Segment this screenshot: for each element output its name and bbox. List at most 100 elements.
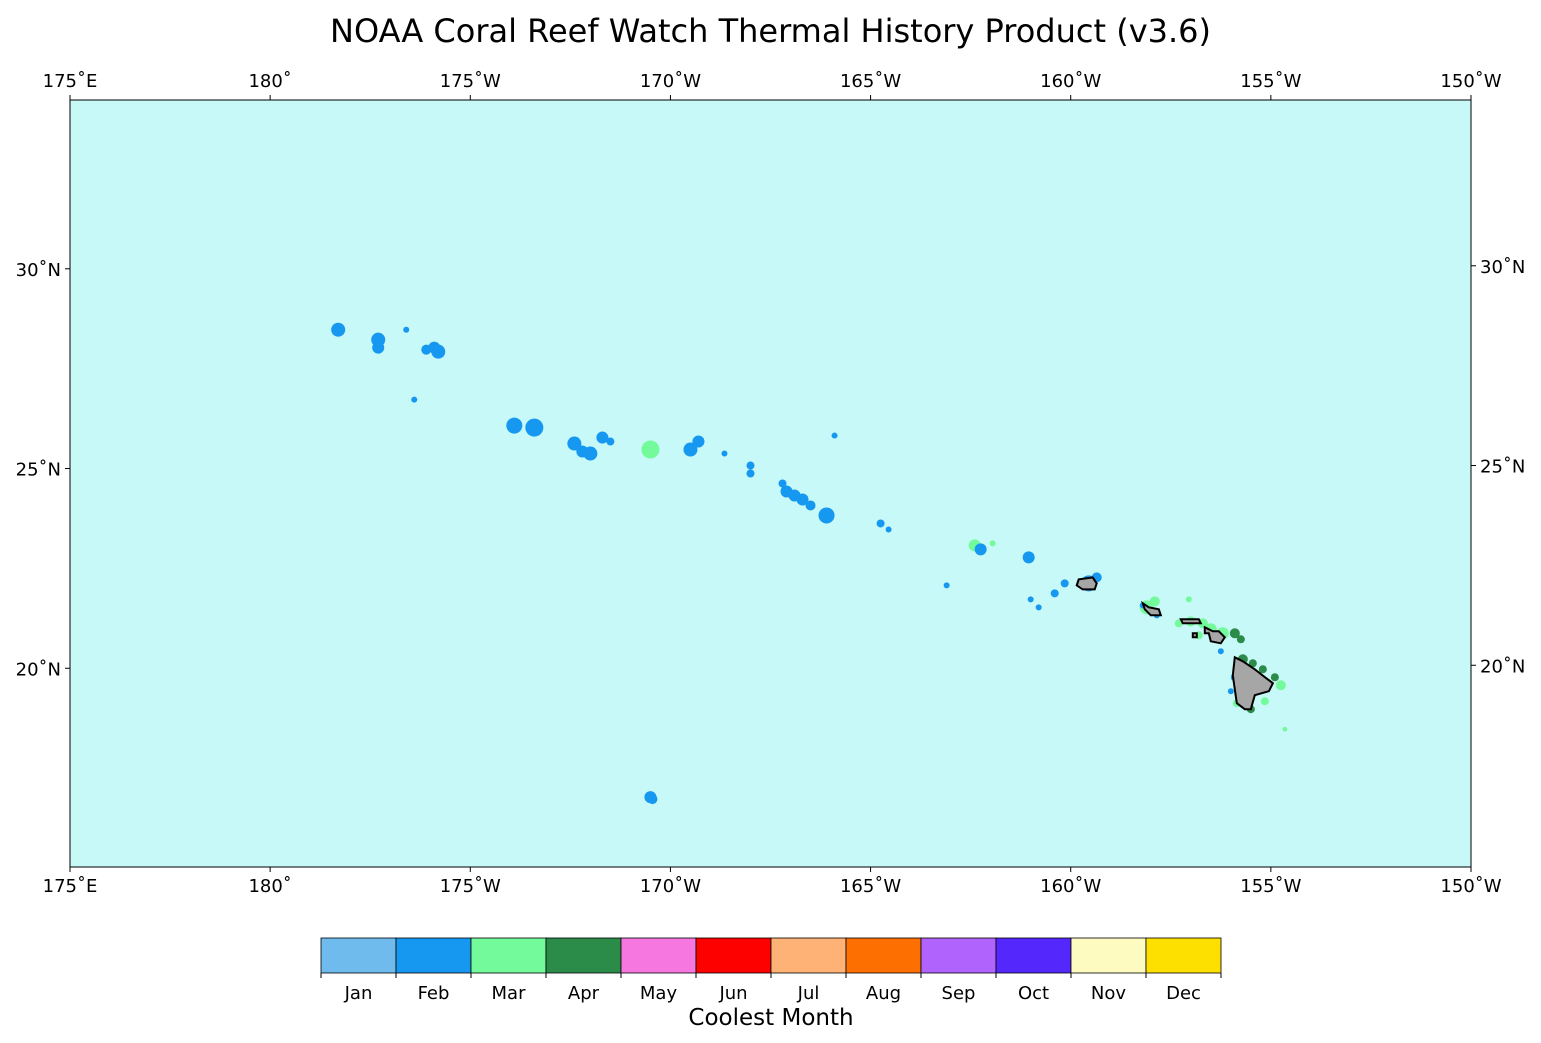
- top-lon-label: 170˚W: [640, 71, 701, 92]
- island-molokai: [1179, 618, 1203, 625]
- colorbar-label-jul: Jul: [797, 983, 820, 1004]
- colorbar-swatch-sep: [920, 937, 997, 974]
- reef-pixel-feb: [746, 461, 755, 470]
- reef-pixel-feb: [647, 794, 658, 805]
- reef-pixel-apr: [1258, 665, 1267, 674]
- reef-pixel-feb: [331, 322, 346, 337]
- colorbar-label-nov: Nov: [1091, 983, 1126, 1004]
- colorbar-label-apr: Apr: [568, 983, 600, 1004]
- reef-pixel-feb: [876, 519, 885, 528]
- reef-pixel-mar: [1185, 596, 1192, 603]
- reef-pixel-mar: [1282, 726, 1288, 732]
- reef-pixel-feb: [683, 442, 698, 457]
- island-lanai: [1191, 632, 1198, 639]
- axis-ticks: 175˚E 175˚E 180˚ 180˚ 175˚W 175˚W 170˚W 170˚W 16…: [16, 71, 1526, 897]
- island-maui: [1203, 625, 1227, 645]
- colorbar-swatch-feb: [395, 937, 472, 974]
- colorbar-label-jun: Jun: [718, 983, 747, 1004]
- colorbar-swatch-jul: [770, 937, 847, 974]
- top-lon-label: 175˚E: [43, 71, 98, 92]
- reef-pixel-feb: [778, 479, 787, 488]
- left-lat-label: 25˚N: [16, 460, 61, 481]
- reef-pixel-feb: [974, 543, 987, 556]
- reef-pixel-mar: [641, 440, 660, 459]
- top-lon-label: 150˚W: [1440, 71, 1501, 92]
- reef-pixel-apr: [1248, 659, 1257, 668]
- colorbar-swatch-jun: [695, 937, 772, 974]
- bottom-lon-label: 180˚: [248, 876, 291, 897]
- colorbar-label-sep: Sep: [942, 983, 976, 1004]
- colorbar-label-mar: Mar: [492, 983, 527, 1004]
- reef-pixel-feb: [818, 507, 835, 524]
- reef-pixel-feb: [1027, 596, 1034, 603]
- ocean-area: [70, 100, 1471, 867]
- colorbar-swatch-may: [620, 937, 697, 974]
- reef-pixel-feb: [606, 437, 615, 446]
- top-lon-label: 180˚: [248, 71, 291, 92]
- reef-pixel-mar: [1149, 596, 1160, 607]
- reef-pixel-feb: [506, 417, 523, 434]
- reef-pixel-feb: [1227, 688, 1234, 695]
- reef-pixel-mar: [1275, 680, 1286, 691]
- island-kauai: [1075, 576, 1098, 591]
- reef-pixel-feb: [403, 326, 410, 333]
- colorbar-swatch-nov: [1070, 937, 1147, 974]
- bottom-lon-label: 155˚W: [1240, 876, 1301, 897]
- map-frame: [69, 99, 1472, 868]
- reef-pixel-feb: [372, 341, 385, 354]
- top-lon-label: 160˚W: [1040, 71, 1101, 92]
- right-lat-label: 30˚N: [1480, 257, 1525, 278]
- colorbar-label-may: May: [640, 983, 678, 1004]
- top-lon-label: 175˚W: [440, 71, 501, 92]
- reef-pixel-feb: [746, 469, 755, 478]
- top-lon-label: 155˚W: [1240, 71, 1301, 92]
- reef-pixel-apr: [1236, 635, 1245, 644]
- bottom-lon-label: 150˚W: [1440, 876, 1501, 897]
- reef-pixel-feb: [567, 436, 582, 451]
- colorbar-swatch-aug: [845, 937, 922, 974]
- colorbar: Jan Feb Mar Apr May Jun Jul Aug Sep Oct Nov Dec Cool…: [320, 937, 1222, 1031]
- colorbar-swatch-jan: [320, 937, 397, 974]
- reef-pixel-feb: [805, 500, 816, 511]
- reef-pixel-mar: [1260, 697, 1269, 706]
- bottom-lon-label: 175˚W: [440, 876, 501, 897]
- colorbar-label-dec: Dec: [1166, 983, 1201, 1004]
- reef-pixel-apr: [1270, 673, 1279, 682]
- colorbar-label-aug: Aug: [866, 983, 901, 1004]
- colorbar-label-oct: Oct: [1018, 983, 1049, 1004]
- bottom-lon-label: 165˚W: [840, 876, 901, 897]
- reef-pixel-feb: [943, 582, 950, 589]
- map-title: NOAA Coral Reef Watch Thermal History Pr…: [330, 12, 1211, 50]
- reef-pixel-feb: [596, 431, 609, 444]
- colorbar-label-jan: Jan: [344, 983, 373, 1004]
- island-hawaii: [1231, 655, 1275, 711]
- left-lat-label: 20˚N: [16, 659, 61, 680]
- colorbar-swatch-oct: [995, 937, 1072, 974]
- reef-pixel-feb: [692, 435, 705, 448]
- right-lat-label: 25˚N: [1480, 457, 1525, 478]
- reef-pixel-apr: [1229, 628, 1240, 639]
- reef-pixel-feb: [1217, 648, 1224, 655]
- island-oahu: [1140, 600, 1163, 617]
- reef-pixel-feb: [525, 418, 544, 437]
- reef-pixel-feb: [885, 526, 892, 533]
- reef-pixel-feb: [1060, 579, 1069, 588]
- reef-pixel-feb: [1050, 589, 1059, 598]
- reef-pixel-feb: [428, 341, 441, 354]
- reef-pixel-mar: [989, 540, 996, 547]
- bottom-lon-label: 170˚W: [640, 876, 701, 897]
- land-layer: [1075, 576, 1275, 711]
- colorbar-label-feb: Feb: [418, 983, 450, 1004]
- bottom-lon-label: 160˚W: [1040, 876, 1101, 897]
- colorbar-swatch-mar: [470, 937, 547, 974]
- colorbar-title: Coolest Month: [688, 1005, 853, 1031]
- reef-pixel-feb: [583, 446, 598, 461]
- reef-pixel-feb: [1035, 604, 1042, 611]
- left-lat-label: 30˚N: [16, 260, 61, 281]
- colorbar-swatch-apr: [545, 937, 622, 974]
- reef-pixel-feb: [831, 432, 838, 439]
- right-lat-label: 20˚N: [1480, 656, 1525, 677]
- reef-pixel-feb: [411, 396, 418, 403]
- reef-pixel-feb: [721, 450, 728, 457]
